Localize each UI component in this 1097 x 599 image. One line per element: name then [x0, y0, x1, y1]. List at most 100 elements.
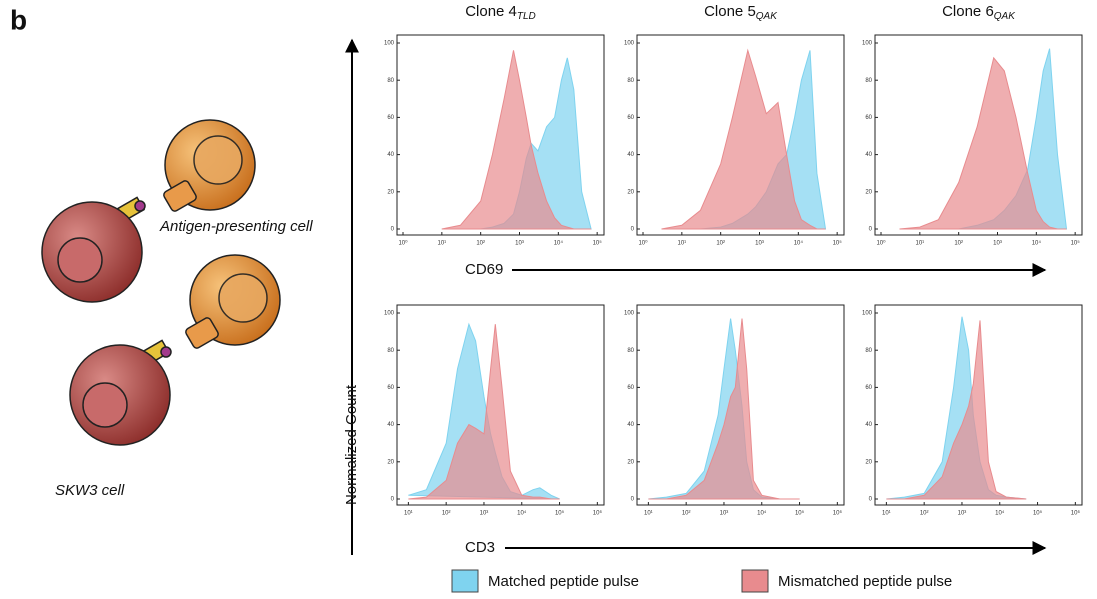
- x-tick-label: 10¹: [678, 241, 687, 247]
- x-tick-label: 10²: [682, 511, 691, 517]
- x-axis-label: CD3: [465, 539, 495, 556]
- x-tick-label: 10⁵: [795, 510, 805, 517]
- panel-title: Clone 5QAK: [704, 3, 778, 22]
- apc-label: Antigen-presenting cell: [159, 218, 313, 235]
- y-tick-label: 0: [391, 227, 395, 233]
- x-tick-label: 10¹: [882, 511, 891, 517]
- legend-label: Mismatched peptide pulse: [778, 573, 952, 590]
- y-tick-label: 0: [631, 227, 635, 233]
- title-subscript: QAK: [756, 11, 778, 22]
- title-subscript: TLD: [517, 11, 536, 22]
- histogram-area: [441, 50, 592, 230]
- x-tick-label: 10⁰: [398, 240, 408, 247]
- y-tick-label: 0: [869, 227, 873, 233]
- y-tick-label: 0: [631, 497, 635, 503]
- histogram-area: [408, 324, 560, 500]
- x-tick-label: 10⁴: [1032, 240, 1042, 247]
- y-axis-label: Normalized Count: [343, 384, 360, 505]
- y-tick-label: 20: [865, 189, 872, 195]
- y-tick-label: 20: [627, 189, 634, 195]
- panel-label: b: [10, 4, 27, 35]
- panel-title: Clone 6QAK: [942, 3, 1016, 22]
- y-tick-label: 100: [862, 311, 873, 317]
- plot-frame: [874, 34, 1083, 236]
- x-tick-label: 10⁶: [593, 510, 603, 517]
- x-tick-label: 10³: [480, 511, 489, 517]
- y-tick-label: 20: [387, 189, 394, 195]
- x-axis-label: CD69: [465, 261, 503, 278]
- x-tick-label: 10¹: [438, 241, 447, 247]
- plot-frame: [874, 304, 1083, 506]
- histogram-area: [648, 318, 800, 500]
- plot-frame: [636, 304, 845, 506]
- y-tick-label: 40: [627, 422, 634, 428]
- y-tick-label: 40: [865, 152, 872, 158]
- x-tick-label: 10⁵: [833, 240, 843, 247]
- x-tick-label: 10²: [442, 511, 451, 517]
- y-tick-label: 40: [387, 422, 394, 428]
- title-text: Clone 4: [465, 3, 517, 20]
- x-tick-label: 10⁴: [517, 510, 527, 517]
- y-tick-label: 60: [865, 115, 872, 121]
- x-tick-label: 10²: [920, 511, 929, 517]
- x-tick-label: 10³: [720, 511, 729, 517]
- y-tick-label: 100: [384, 311, 395, 317]
- x-tick-label: 10³: [515, 241, 524, 247]
- panel-title: Clone 4TLD: [465, 3, 536, 22]
- x-tick-label: 10⁵: [593, 240, 603, 247]
- histogram-area: [661, 48, 826, 230]
- x-tick-label: 10⁰: [638, 240, 648, 247]
- y-tick-label: 40: [865, 422, 872, 428]
- x-tick-label: 10⁴: [794, 240, 804, 247]
- x-tick-label: 10⁴: [757, 510, 767, 517]
- y-tick-label: 0: [391, 497, 395, 503]
- title-text: Clone 5: [704, 3, 756, 20]
- x-tick-label: 10⁶: [1071, 510, 1081, 517]
- plot-frame: [636, 34, 845, 236]
- legend-swatch: [741, 569, 769, 593]
- x-tick-label: 10¹: [916, 241, 925, 247]
- x-tick-label: 10⁴: [554, 240, 564, 247]
- histogram-area: [899, 56, 1067, 230]
- y-tick-label: 60: [387, 385, 394, 391]
- x-tick-label: 10⁰: [876, 240, 886, 247]
- x-tick-label: 10⁵: [555, 510, 565, 517]
- y-tick-label: 0: [869, 497, 873, 503]
- plot-frame: [396, 34, 605, 236]
- y-tick-label: 20: [865, 459, 872, 465]
- y-tick-label: 40: [387, 152, 394, 158]
- title-subscript: QAK: [994, 11, 1016, 22]
- x-tick-label: 10³: [993, 241, 1002, 247]
- x-tick-label: 10²: [476, 241, 485, 247]
- x-tick-label: 10³: [958, 511, 967, 517]
- x-tick-label: 10²: [954, 241, 963, 247]
- cell-diagram: [41, 119, 281, 446]
- y-tick-label: 100: [624, 41, 635, 47]
- y-tick-label: 80: [387, 348, 394, 354]
- y-tick-label: 80: [387, 78, 394, 84]
- t-cell-label: SKW3 cell: [55, 482, 125, 499]
- y-tick-label: 100: [624, 311, 635, 317]
- x-tick-label: 10⁶: [833, 510, 843, 517]
- y-tick-label: 60: [387, 115, 394, 121]
- y-tick-label: 100: [862, 41, 873, 47]
- legend-swatch: [451, 569, 479, 593]
- y-tick-label: 80: [627, 348, 634, 354]
- y-tick-label: 20: [627, 459, 634, 465]
- y-tick-label: 80: [865, 78, 872, 84]
- plot-frame: [396, 304, 605, 506]
- y-tick-label: 60: [627, 385, 634, 391]
- x-tick-label: 10³: [755, 241, 764, 247]
- legend-label: Matched peptide pulse: [488, 573, 639, 590]
- y-tick-label: 80: [627, 78, 634, 84]
- x-tick-label: 10⁴: [995, 510, 1005, 517]
- x-tick-label: 10⁵: [1033, 510, 1043, 517]
- title-text: Clone 6: [942, 3, 994, 20]
- x-tick-label: 10¹: [404, 511, 413, 517]
- y-tick-label: 80: [865, 348, 872, 354]
- y-tick-label: 60: [865, 385, 872, 391]
- x-tick-label: 10¹: [644, 511, 653, 517]
- x-tick-label: 10⁵: [1071, 240, 1081, 247]
- x-tick-label: 10²: [716, 241, 725, 247]
